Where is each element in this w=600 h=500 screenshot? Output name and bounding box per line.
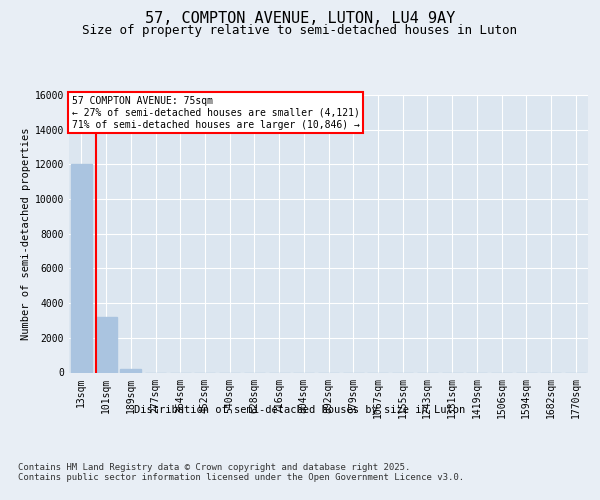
Text: 57, COMPTON AVENUE, LUTON, LU4 9AY: 57, COMPTON AVENUE, LUTON, LU4 9AY xyxy=(145,11,455,26)
Text: Size of property relative to semi-detached houses in Luton: Size of property relative to semi-detach… xyxy=(83,24,517,37)
Bar xyxy=(71,164,92,372)
Bar xyxy=(95,317,116,372)
Bar xyxy=(120,368,141,372)
Y-axis label: Number of semi-detached properties: Number of semi-detached properties xyxy=(20,128,31,340)
Text: 57 COMPTON AVENUE: 75sqm
← 27% of semi-detached houses are smaller (4,121)
71% o: 57 COMPTON AVENUE: 75sqm ← 27% of semi-d… xyxy=(71,96,359,130)
Text: Distribution of semi-detached houses by size in Luton: Distribution of semi-detached houses by … xyxy=(134,405,466,415)
Text: Contains HM Land Registry data © Crown copyright and database right 2025.
Contai: Contains HM Land Registry data © Crown c… xyxy=(18,462,464,482)
